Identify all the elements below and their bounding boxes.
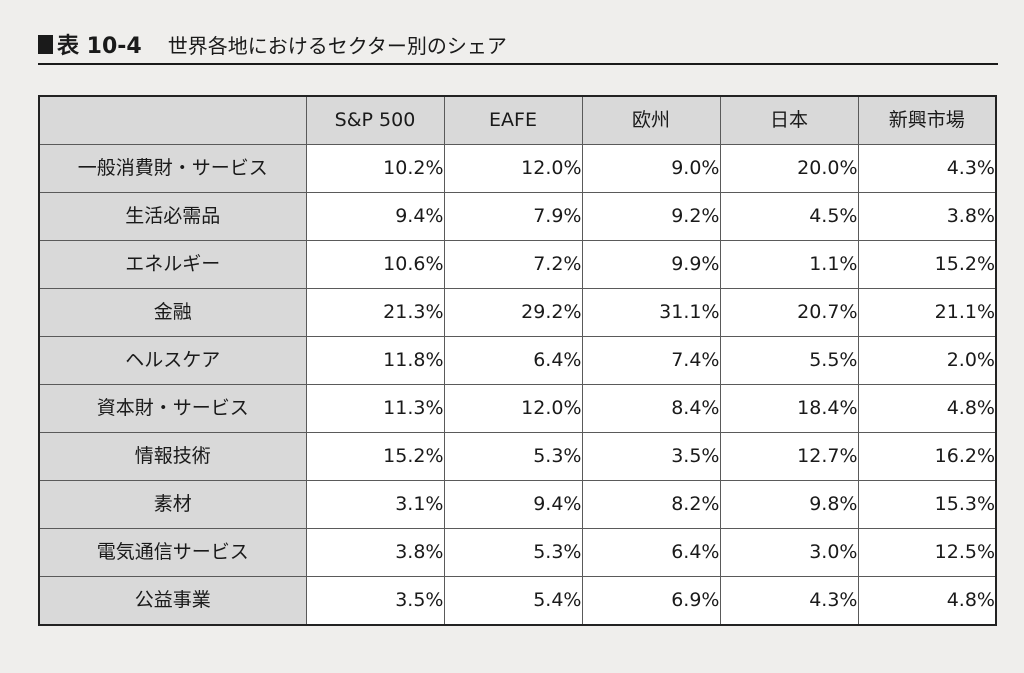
table-row: 資本財・サービス 11.3% 12.0% 8.4% 18.4% 4.8% — [38, 384, 997, 433]
sector-share-table: S&P 500 EAFE 欧州 日本 新興市場 一般消費財・サービス 10.2% 1… — [38, 95, 997, 626]
value-cell: 4.8% — [857, 384, 997, 433]
value-cell: 7.9% — [443, 192, 583, 241]
value-cell: 15.2% — [857, 240, 997, 289]
value-cell: 29.2% — [443, 288, 583, 337]
table-number: 表 10-4 — [57, 34, 142, 59]
value-cell: 9.0% — [581, 144, 721, 193]
sector-cell: 素材 — [38, 480, 307, 529]
sector-cell: 電気通信サービス — [38, 528, 307, 577]
value-cell: 12.5% — [857, 528, 997, 577]
sector-cell: 金融 — [38, 288, 307, 337]
value-cell: 2.0% — [857, 336, 997, 385]
value-cell: 9.4% — [305, 192, 445, 241]
column-header: S&P 500 — [305, 95, 445, 145]
value-cell: 21.3% — [305, 288, 445, 337]
value-cell: 5.3% — [443, 528, 583, 577]
value-cell: 10.6% — [305, 240, 445, 289]
value-cell: 7.4% — [581, 336, 721, 385]
table-row: エネルギー 10.6% 7.2% 9.9% 1.1% 15.2% — [38, 240, 997, 289]
value-cell: 9.9% — [581, 240, 721, 289]
value-cell: 6.4% — [443, 336, 583, 385]
sector-cell: 情報技術 — [38, 432, 307, 481]
heading-square-icon — [38, 34, 53, 54]
value-cell: 9.8% — [719, 480, 859, 529]
table-row: 公益事業 3.5% 5.4% 6.9% 4.3% 4.8% — [38, 576, 997, 626]
value-cell: 7.2% — [443, 240, 583, 289]
table-row: 一般消費財・サービス 10.2% 12.0% 9.0% 20.0% 4.3% — [38, 144, 997, 193]
table-row: 生活必需品 9.4% 7.9% 9.2% 4.5% 3.8% — [38, 192, 997, 241]
table-title: 世界各地におけるセクター別のシェア — [167, 33, 507, 58]
heading-rule — [38, 63, 998, 65]
value-cell: 31.1% — [581, 288, 721, 337]
value-cell: 6.4% — [581, 528, 721, 577]
value-cell: 3.8% — [305, 528, 445, 577]
value-cell: 15.2% — [305, 432, 445, 481]
sector-cell: ヘルスケア — [38, 336, 307, 385]
column-header: 日本 — [719, 95, 859, 145]
table-row: 金融 21.3% 29.2% 31.1% 20.7% 21.1% — [38, 288, 997, 337]
table-row: 素材 3.1% 9.4% 8.2% 9.8% 15.3% — [38, 480, 997, 529]
corner-cell — [38, 95, 307, 145]
value-cell: 12.7% — [719, 432, 859, 481]
sector-cell: 資本財・サービス — [38, 384, 307, 433]
table-body: 一般消費財・サービス 10.2% 12.0% 9.0% 20.0% 4.3% 生活必需品 9.… — [38, 144, 997, 626]
value-cell: 18.4% — [719, 384, 859, 433]
value-cell: 8.4% — [581, 384, 721, 433]
value-cell: 11.3% — [305, 384, 445, 433]
value-cell: 1.1% — [719, 240, 859, 289]
value-cell: 6.9% — [581, 576, 721, 626]
sector-cell: エネルギー — [38, 240, 307, 289]
value-cell: 4.3% — [857, 144, 997, 193]
value-cell: 3.0% — [719, 528, 859, 577]
value-cell: 20.0% — [719, 144, 859, 193]
value-cell: 20.7% — [719, 288, 859, 337]
table-row: 情報技術 15.2% 5.3% 3.5% 12.7% 16.2% — [38, 432, 997, 481]
column-header: 欧州 — [581, 95, 721, 145]
value-cell: 3.5% — [581, 432, 721, 481]
value-cell: 3.5% — [305, 576, 445, 626]
value-cell: 12.0% — [443, 144, 583, 193]
value-cell: 21.1% — [857, 288, 997, 337]
sector-cell: 一般消費財・サービス — [38, 144, 307, 193]
value-cell: 15.3% — [857, 480, 997, 529]
value-cell: 11.8% — [305, 336, 445, 385]
sector-cell: 生活必需品 — [38, 192, 307, 241]
table-row: 電気通信サービス 3.8% 5.3% 6.4% 3.0% 12.5% — [38, 528, 997, 577]
value-cell: 10.2% — [305, 144, 445, 193]
value-cell: 3.8% — [857, 192, 997, 241]
value-cell: 9.2% — [581, 192, 721, 241]
value-cell: 4.3% — [719, 576, 859, 626]
value-cell: 4.8% — [857, 576, 997, 626]
table-row: ヘルスケア 11.8% 6.4% 7.4% 5.5% 2.0% — [38, 336, 997, 385]
column-header: EAFE — [443, 95, 583, 145]
sector-cell: 公益事業 — [38, 576, 307, 626]
value-cell: 9.4% — [443, 480, 583, 529]
value-cell: 16.2% — [857, 432, 997, 481]
value-cell: 4.5% — [719, 192, 859, 241]
column-header: 新興市場 — [857, 95, 997, 145]
table-heading: 表 10-4 世界各地におけるセクター別のシェア — [38, 26, 507, 62]
header-row: S&P 500 EAFE 欧州 日本 新興市場 — [38, 95, 997, 145]
value-cell: 5.4% — [443, 576, 583, 626]
value-cell: 3.1% — [305, 480, 445, 529]
value-cell: 5.3% — [443, 432, 583, 481]
value-cell: 5.5% — [719, 336, 859, 385]
value-cell: 8.2% — [581, 480, 721, 529]
value-cell: 12.0% — [443, 384, 583, 433]
